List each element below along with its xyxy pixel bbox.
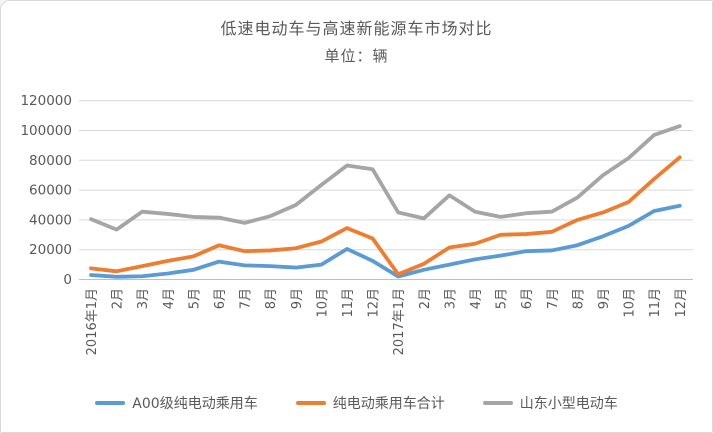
- legend-item-0: A00级纯电动乘用车: [95, 393, 258, 413]
- x-tick-label: 5月: [495, 288, 510, 309]
- x-tick-label: 2017年1月: [392, 288, 407, 355]
- x-tick-label: 2月: [111, 288, 126, 309]
- x-tick-label: 9月: [597, 288, 612, 309]
- legend-line-swatch: [482, 401, 513, 405]
- x-tick-label: 2016年1月: [85, 288, 100, 355]
- x-tick-label: 10月: [623, 288, 638, 318]
- x-tick-label: 12月: [367, 288, 382, 318]
- y-tick-label: 100000: [20, 123, 72, 139]
- y-tick-label: 20000: [29, 242, 72, 258]
- legend-label: 纯电动乘用车合计: [332, 396, 445, 412]
- x-tick-label: 3月: [443, 288, 458, 309]
- x-tick-label: 7月: [239, 288, 254, 309]
- legend-line-swatch: [295, 401, 326, 405]
- y-tick-label: 40000: [29, 212, 72, 228]
- legend-label: 山东小型电动车: [519, 396, 618, 412]
- x-tick-label: 12月: [674, 288, 689, 318]
- y-tick-label: 120000: [20, 93, 72, 109]
- x-tick-label: 8月: [264, 288, 279, 309]
- x-tick-label: 7月: [546, 288, 561, 309]
- y-tick-label: 0: [63, 272, 72, 288]
- x-tick-label: 6月: [213, 288, 228, 309]
- x-tick-label: 10月: [315, 288, 330, 318]
- x-tick-label: 9月: [290, 288, 305, 309]
- y-tick-label: 60000: [29, 183, 72, 199]
- legend-label: A00级纯电动乘用车: [132, 396, 258, 412]
- x-tick-label: 6月: [520, 288, 535, 309]
- series-line-1: [89, 155, 682, 277]
- chart-subtitle: 单位：辆: [324, 47, 389, 65]
- x-tick-label: 4月: [469, 288, 484, 309]
- y-tick-label: 80000: [29, 153, 72, 169]
- x-tick-label: 5月: [187, 288, 202, 309]
- chart-legend: A00级纯电动乘用车 纯电动乘用车合计 山东小型电动车: [1, 393, 712, 413]
- x-tick-label: 2月: [418, 288, 433, 309]
- x-tick-label: 11月: [648, 288, 663, 318]
- x-tick-label: 4月: [162, 288, 177, 309]
- legend-item-1: 纯电动乘用车合计: [295, 393, 445, 413]
- chart-title: 低速电动车与高速新能源车市场对比: [220, 19, 493, 38]
- line-chart-svg: 0 20000 40000 60000 80000 100000 120000 2016年1月…: [20, 93, 693, 355]
- series-line-2: [89, 124, 682, 232]
- x-tick-label: 3月: [136, 288, 151, 309]
- legend-line-swatch: [95, 401, 126, 405]
- legend-item-2: 山东小型电动车: [482, 393, 618, 413]
- x-tick-label: 8月: [571, 288, 586, 309]
- x-tick-label: 11月: [341, 288, 356, 318]
- series-line-0: [89, 203, 682, 279]
